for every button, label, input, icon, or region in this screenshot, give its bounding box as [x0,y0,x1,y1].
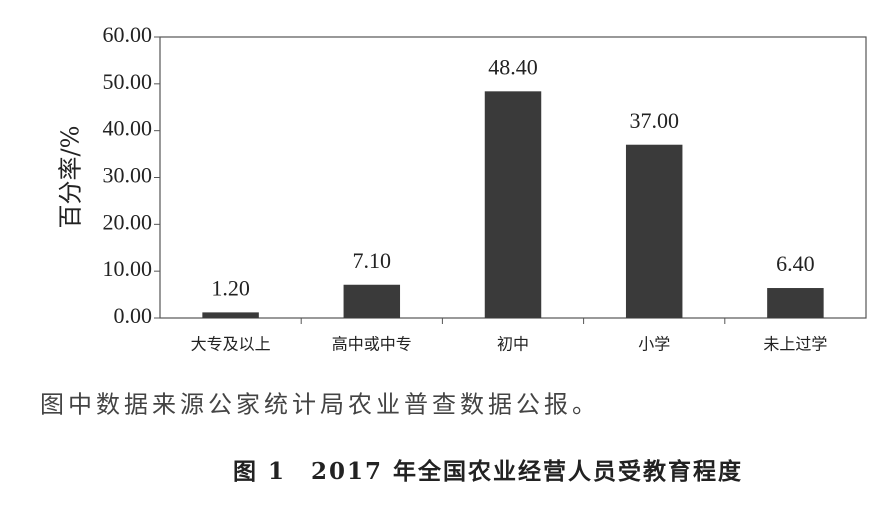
value-label: 7.10 [353,248,392,273]
y-tick-label: 0.00 [114,303,153,328]
value-label: 37.00 [629,108,679,133]
value-label-bg [761,252,830,279]
y-tick-label: 50.00 [103,69,153,94]
bar [484,91,542,319]
y-tick-label: 30.00 [103,163,153,188]
y-axis-label: 百分率/% [57,126,85,229]
bar [343,284,401,318]
y-tick-label: 20.00 [103,209,153,234]
value-label: 6.40 [776,251,815,276]
value-label: 1.20 [211,275,250,300]
value-label-bg [620,108,689,135]
x-tick-label: 高中或中专 [332,335,412,354]
bar [767,288,824,318]
value-label-bg [196,276,265,303]
x-tick-label: 大专及以上 [191,335,271,354]
value-label-bg [337,248,406,275]
value-label-bg [479,55,547,82]
caption: 图 1 2017 年全国农业经营人员受教育程度 [233,458,743,485]
value-label: 48.40 [488,54,538,79]
y-tick-label: 60.00 [103,22,153,47]
y-tick-label: 40.00 [103,116,153,141]
y-tick-label: 10.00 [103,256,153,281]
x-tick-label: 小学 [638,335,670,354]
x-tick-label: 初中 [497,335,529,354]
x-tick-label: 未上过学 [763,335,827,354]
bar [202,312,259,318]
bar [625,144,683,318]
note: 图中数据来源公家统计局农业普查数据公报。 [40,391,600,419]
